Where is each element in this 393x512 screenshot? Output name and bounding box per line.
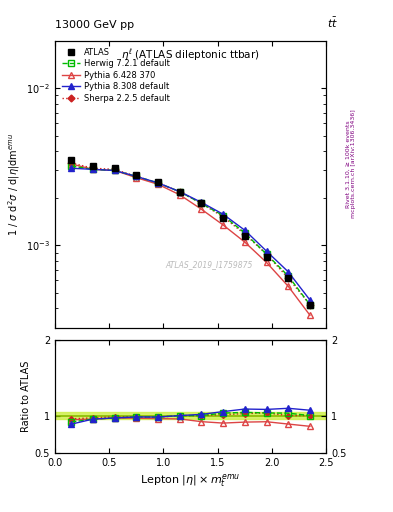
Bar <box>55 412 326 419</box>
Text: mcplots.cern.ch [arXiv:1306.3436]: mcplots.cern.ch [arXiv:1306.3436] <box>351 110 356 218</box>
Text: ATLAS_2019_I1759875: ATLAS_2019_I1759875 <box>166 260 253 269</box>
Y-axis label: 1 / $\sigma$ d$^2\sigma$ / d|$\eta$|dm$^{emu}$: 1 / $\sigma$ d$^2\sigma$ / d|$\eta$|dm$^… <box>6 133 22 236</box>
X-axis label: Lepton $|\eta|\times m_t^{emu}$: Lepton $|\eta|\times m_t^{emu}$ <box>140 472 241 489</box>
Legend: ATLAS, Herwig 7.2.1 default, Pythia 6.428 370, Pythia 8.308 default, Sherpa 2.2.: ATLAS, Herwig 7.2.1 default, Pythia 6.42… <box>59 45 173 105</box>
Text: 13000 GeV pp: 13000 GeV pp <box>55 19 134 30</box>
Y-axis label: Ratio to ATLAS: Ratio to ATLAS <box>20 361 31 433</box>
Text: $\eta^\ell$ (ATLAS dileptonic ttbar): $\eta^\ell$ (ATLAS dileptonic ttbar) <box>121 47 260 62</box>
Text: Rivet 3.1.10, ≥ 100k events: Rivet 3.1.10, ≥ 100k events <box>345 120 350 208</box>
Text: $t\bar{t}$: $t\bar{t}$ <box>327 15 338 30</box>
